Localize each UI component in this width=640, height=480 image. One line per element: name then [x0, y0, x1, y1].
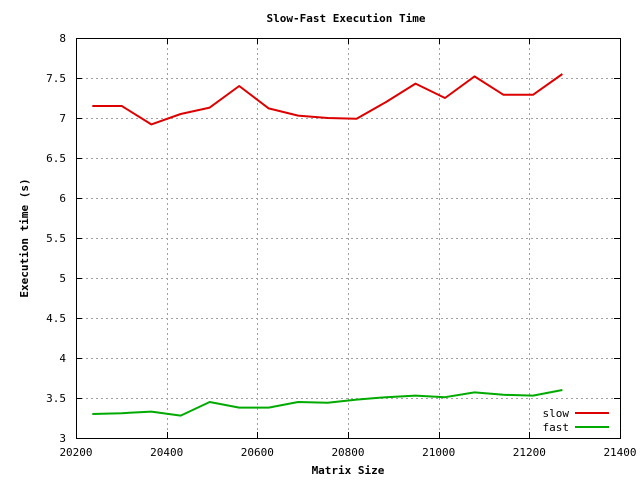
x-tick-label: 20400 — [150, 446, 183, 459]
x-tick-label: 21000 — [422, 446, 455, 459]
x-axis-tick-labels: 20200 20400 20600 20800 21000 21200 21400 — [59, 446, 636, 459]
y-tick-label: 7 — [59, 112, 66, 125]
legend-label-slow: slow — [543, 407, 570, 420]
y-axis-tick-labels: 3 3.5 4 4.5 5 5.5 6 6.5 7 7.5 8 — [46, 32, 66, 445]
y-tick-label: 6 — [59, 192, 66, 205]
y-tick-label: 3.5 — [46, 392, 66, 405]
grid — [76, 38, 620, 438]
x-tick-label: 20800 — [331, 446, 364, 459]
x-tick-label: 21200 — [513, 446, 546, 459]
y-tick-label: 4.5 — [46, 312, 66, 325]
y-tick-label: 6.5 — [46, 152, 66, 165]
y-axis-label: Execution time (s) — [18, 178, 31, 297]
y-tick-label: 3 — [59, 432, 66, 445]
x-tick-label: 20600 — [241, 446, 274, 459]
series-line-fast — [92, 389, 563, 417]
legend-label-fast: fast — [543, 421, 570, 434]
axis-ticks — [76, 38, 621, 439]
chart-title: Slow-Fast Execution Time — [267, 12, 426, 25]
series-line-slow — [92, 73, 563, 126]
y-tick-label: 5 — [59, 272, 66, 285]
series-group — [92, 73, 563, 417]
y-tick-label: 5.5 — [46, 232, 66, 245]
x-tick-label: 20200 — [59, 446, 92, 459]
y-tick-label: 8 — [59, 32, 66, 45]
x-axis-label: Matrix Size — [312, 464, 385, 477]
x-tick-label: 21400 — [603, 446, 636, 459]
y-tick-label: 7.5 — [46, 72, 66, 85]
y-tick-label: 4 — [59, 352, 66, 365]
